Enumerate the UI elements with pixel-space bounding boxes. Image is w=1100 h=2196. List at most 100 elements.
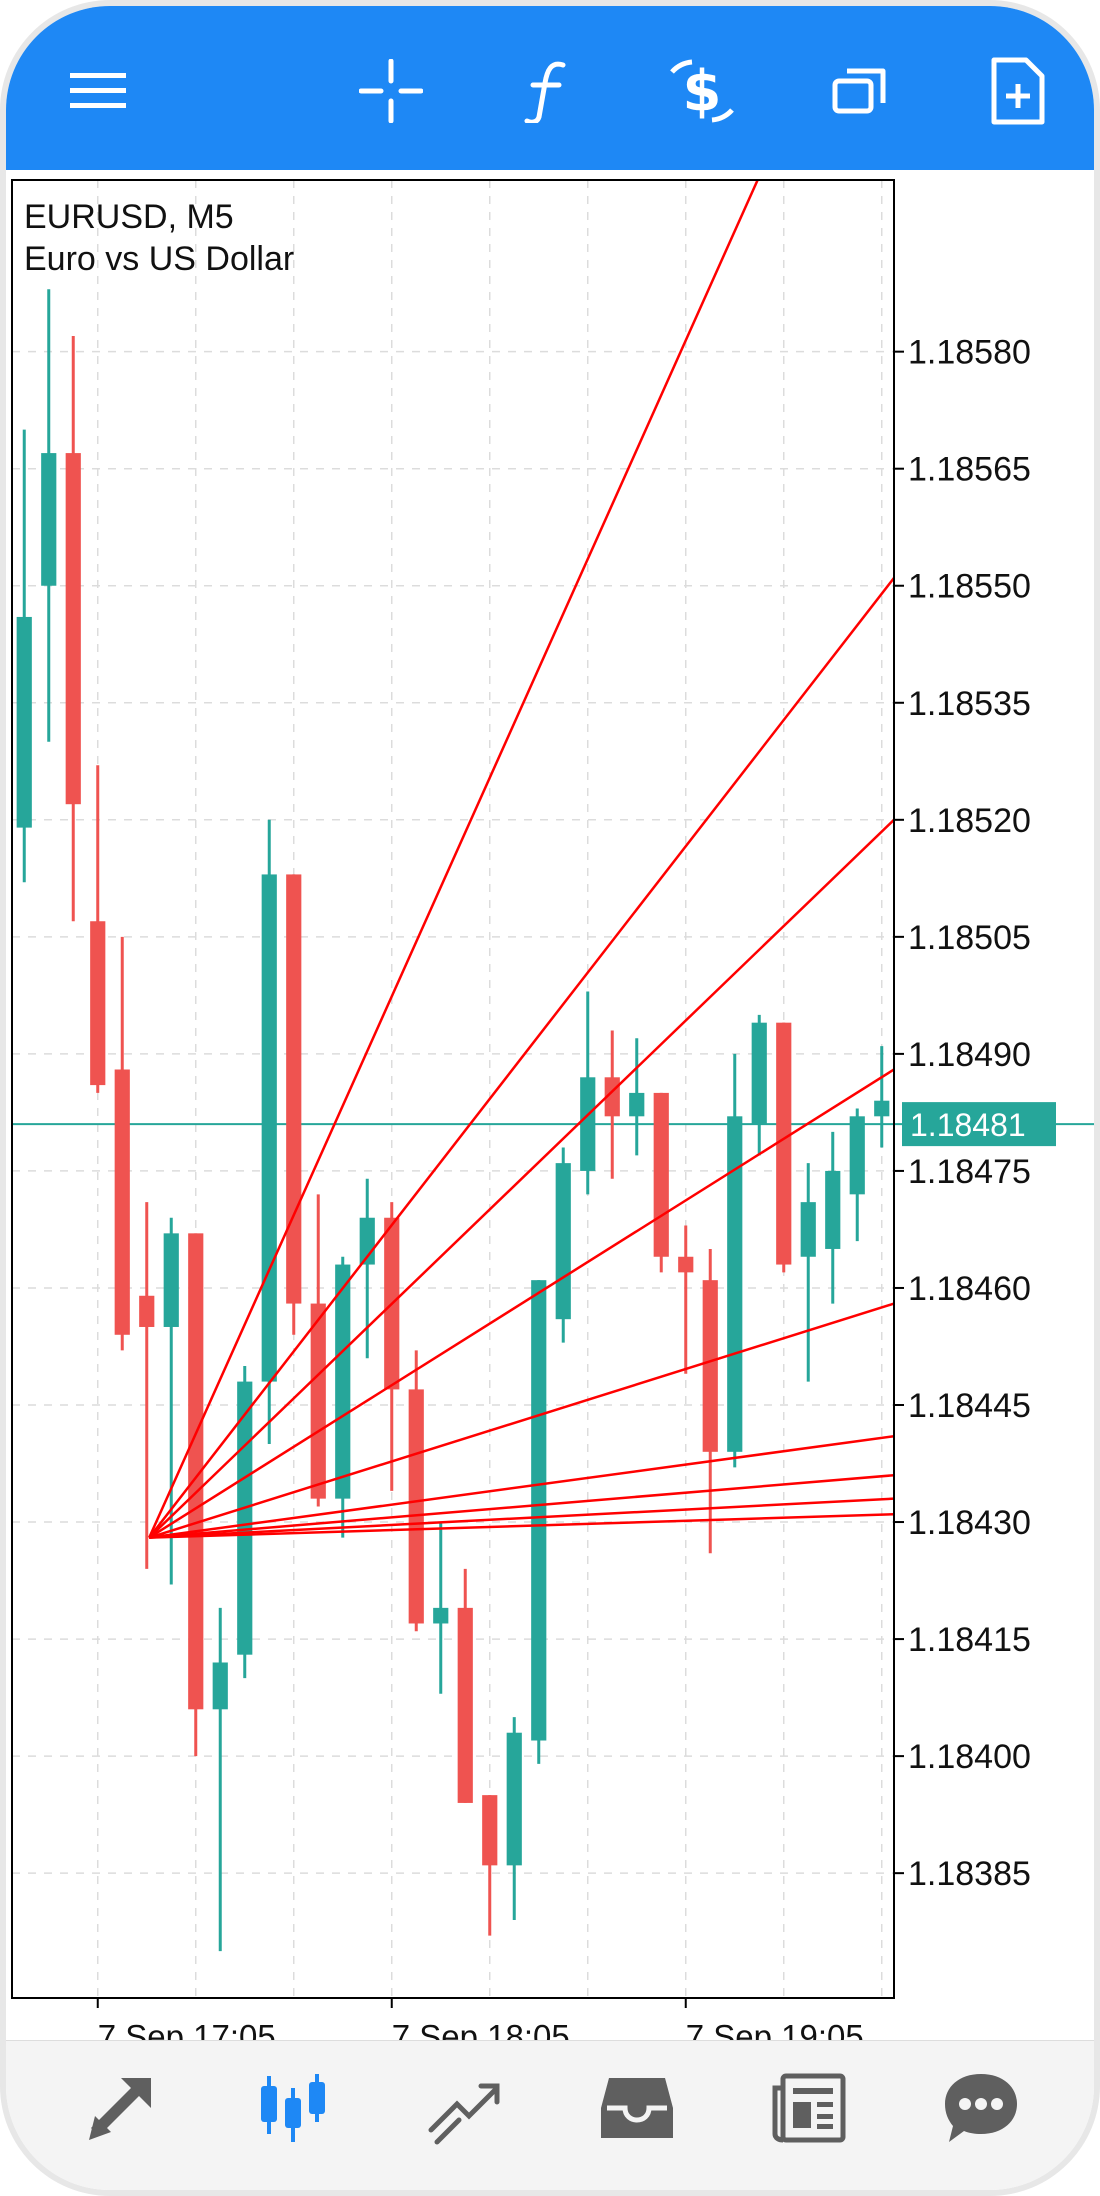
symbol-description-label: Euro vs US Dollar	[24, 240, 295, 278]
candle-body	[629, 1092, 645, 1117]
current-price-badge: 1.18481	[902, 1102, 1056, 1147]
candle-body	[825, 1170, 841, 1249]
candles	[16, 289, 890, 1952]
trade-nav-icon[interactable]	[420, 2063, 510, 2153]
trade-icon[interactable]: $	[662, 51, 742, 131]
y-tick-label: 1.18490	[908, 1036, 1031, 1074]
gann-fan-line[interactable]	[149, 1473, 895, 1539]
candle-body	[702, 1280, 718, 1452]
candle-body	[335, 1264, 351, 1499]
gann-fan-line[interactable]	[148, 1302, 895, 1539]
candle-body	[506, 1732, 522, 1866]
y-tick-label: 1.18400	[908, 1738, 1031, 1776]
chart-canvas[interactable]: 1.18580 1.18565 1.18550 1.18535 1.18520 1.185…	[6, 170, 1094, 2055]
bull-candle	[580, 991, 596, 1195]
gann-fan-line[interactable]	[149, 1497, 895, 1539]
price-chart[interactable]: 1.18580 1.18565 1.18550 1.18535 1.18520 1.185…	[6, 170, 1094, 2055]
x-tick-label: 7 Sep 19:05	[686, 2018, 864, 2040]
y-tick-label: 1.18580	[908, 334, 1031, 372]
candle-body	[433, 1607, 449, 1624]
candle-body	[874, 1100, 890, 1117]
candle-body	[16, 616, 32, 828]
bear-candle	[408, 1350, 424, 1632]
bottom-navigation	[6, 2040, 1094, 2190]
y-tick-label: 1.18430	[908, 1504, 1031, 1542]
windows-icon[interactable]	[821, 51, 901, 131]
chart-grid	[12, 180, 894, 1998]
app-screen: $ 1.18580 1.18565 1.18550 1.18535 1.18520 1.1…	[6, 6, 1094, 2190]
y-tick-label: 1.18550	[908, 568, 1031, 606]
bull-candle	[555, 1147, 571, 1343]
bear-candle	[310, 1194, 326, 1507]
plot-frame	[11, 179, 895, 1999]
bull-candle	[800, 1163, 816, 1382]
bear-candle	[90, 765, 106, 1093]
candle-body	[90, 921, 106, 1086]
y-tick-label: 1.18505	[908, 919, 1031, 957]
x-tick-label: 7 Sep 17:05	[98, 2018, 276, 2040]
bear-candle	[702, 1248, 718, 1554]
gann-fan-line[interactable]	[149, 1434, 895, 1539]
y-tick-label: 1.18385	[908, 1855, 1031, 1893]
bull-candle	[16, 429, 32, 883]
candle-body	[849, 1116, 865, 1195]
bull-candle	[531, 1280, 547, 1764]
price-axis[interactable]: 1.18580 1.18565 1.18550 1.18535 1.18520 1.185…	[894, 334, 1031, 1894]
gann-fan-line[interactable]	[149, 1512, 895, 1539]
candle-body	[555, 1163, 571, 1320]
bull-candle	[874, 1046, 890, 1148]
bull-candle	[727, 1053, 743, 1468]
candle-body	[457, 1607, 473, 1803]
time-axis[interactable]: 7 Sep 17:05 7 Sep 18:05 7 Sep 19:05	[96, 1998, 864, 2055]
candle-body	[408, 1389, 424, 1624]
symbol-timeframe-label: EURUSD, M5	[24, 198, 234, 236]
menu-icon[interactable]	[58, 51, 138, 131]
candle-body	[776, 1022, 792, 1265]
y-tick-label: 1.18520	[908, 802, 1031, 840]
bear-candle	[457, 1568, 473, 1803]
quotes-icon[interactable]	[76, 2063, 166, 2153]
candle-body	[163, 1233, 179, 1327]
current-price-label: 1.18481	[910, 1107, 1026, 1143]
bear-candle	[776, 1022, 792, 1273]
crosshair-icon[interactable]	[351, 51, 431, 131]
y-tick-label: 1.18415	[908, 1621, 1031, 1659]
candle-body	[114, 1069, 130, 1335]
candle-body	[261, 874, 277, 1382]
y-tick-label: 1.18445	[908, 1387, 1031, 1425]
y-tick-label: 1.18565	[908, 451, 1031, 489]
gann-fan-line[interactable]	[148, 577, 895, 1539]
bear-candle	[139, 1202, 155, 1569]
bull-candle	[849, 1108, 865, 1242]
bull-candle	[433, 1522, 449, 1694]
gann-fan[interactable]	[148, 179, 895, 1539]
y-tick-label: 1.18475	[908, 1153, 1031, 1191]
candle-body	[580, 1077, 596, 1171]
candle-body	[653, 1092, 669, 1257]
svg-text:$: $	[683, 59, 722, 124]
history-icon[interactable]	[592, 2063, 682, 2153]
top-toolbar: $	[6, 6, 1094, 170]
bear-candle	[114, 936, 130, 1351]
gann-fan-line[interactable]	[148, 1068, 895, 1539]
bear-candle	[653, 1092, 669, 1273]
candle-body	[41, 453, 57, 586]
bear-candle	[65, 336, 81, 922]
gann-fan-line[interactable]	[148, 179, 759, 1539]
indicators-icon[interactable]	[508, 51, 588, 131]
chart-icon[interactable]	[248, 2063, 338, 2153]
candle-body	[65, 453, 81, 805]
candle-body	[531, 1280, 547, 1741]
gann-fan-line[interactable]	[148, 818, 895, 1539]
bear-candle	[482, 1795, 498, 1936]
new-object-icon[interactable]	[978, 51, 1058, 131]
news-icon[interactable]	[764, 2063, 854, 2153]
candle-body	[751, 1022, 767, 1125]
y-tick-label: 1.18535	[908, 685, 1031, 723]
candle-body	[800, 1202, 816, 1257]
candle-body	[678, 1256, 694, 1273]
candle-body	[482, 1795, 498, 1866]
messages-icon[interactable]	[936, 2063, 1026, 2153]
bear-candle	[188, 1233, 204, 1757]
candle-body	[310, 1303, 326, 1499]
